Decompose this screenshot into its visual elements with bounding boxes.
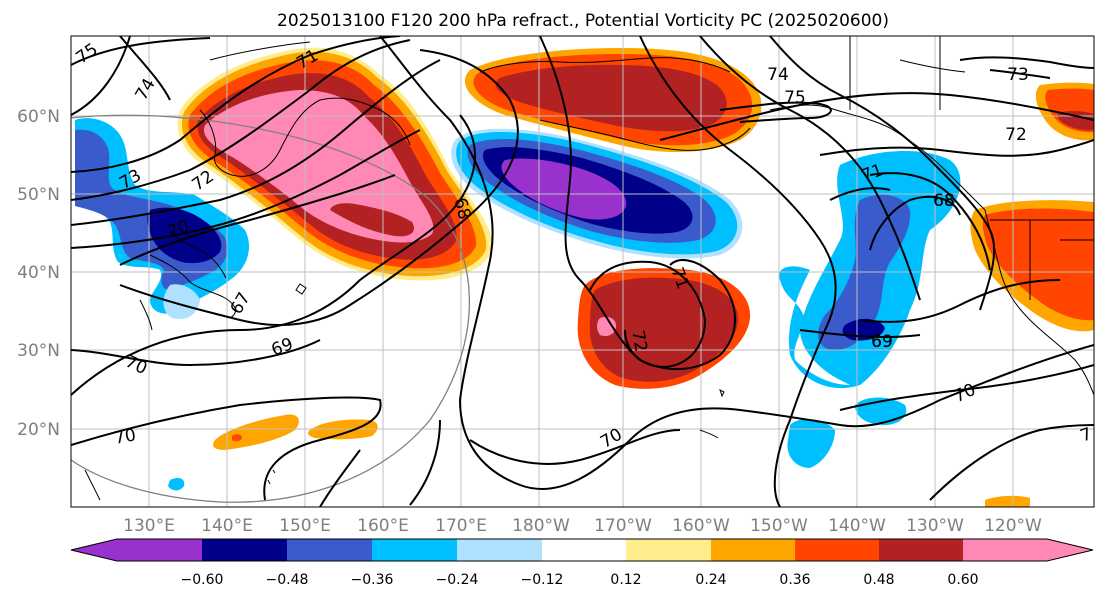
colorbar-segment — [795, 539, 879, 561]
lon-label: 170°W — [594, 516, 652, 536]
anomaly-small-20n — [213, 414, 378, 450]
contour-label: 69 — [871, 332, 893, 352]
lat-label: 50°N — [17, 185, 60, 205]
contour-label: 74 — [767, 65, 789, 85]
colorbar-segment — [879, 539, 963, 561]
colorbar-segment — [711, 539, 795, 561]
colorbar-extend-high — [1047, 539, 1093, 561]
colorbar-tick-label: 0.48 — [863, 572, 894, 588]
radius-circle — [71, 114, 470, 503]
lon-label: 160°E — [357, 516, 409, 536]
anomaly-japan-negative — [75, 118, 250, 320]
colorbar-segment — [963, 539, 1047, 561]
colorbar-segment — [287, 539, 372, 561]
lon-label: 120°W — [984, 516, 1042, 536]
colorbar-tick-label: −0.60 — [181, 572, 224, 588]
lat-label: 40°N — [17, 263, 60, 283]
lat-label: 20°N — [17, 420, 60, 440]
colorbar: −0.60 −0.48 −0.36 −0.24 −0.12 0.12 0.24 … — [70, 538, 1094, 588]
colorbar-tick-label: 0.60 — [947, 572, 978, 588]
colorbar-tick-label: 0.12 — [610, 572, 641, 588]
colorbar-tick-label: −0.36 — [351, 572, 394, 588]
graticule — [71, 36, 1094, 507]
lat-labels: 60°N 50°N 40°N 30°N 20°N — [17, 107, 60, 440]
contour-label: 68 — [933, 191, 955, 211]
colorbar-tick-label: −0.48 — [266, 572, 309, 588]
lat-label: 30°N — [17, 341, 60, 361]
lon-label: 130°W — [906, 516, 964, 536]
anomaly-bering — [464, 48, 762, 152]
colorbar-tick-label: 0.24 — [695, 572, 726, 588]
contour-label: 68 — [933, 191, 955, 211]
contour-label: 75 — [784, 88, 806, 108]
lon-label: 150°W — [750, 516, 808, 536]
colorbar-segment — [457, 539, 542, 561]
contour-label: 73 — [1007, 65, 1029, 85]
lon-label: 170°E — [435, 516, 487, 536]
colorbar-extend-low — [71, 539, 117, 561]
contour-label: 69 — [871, 332, 893, 352]
lat-label: 60°N — [17, 107, 60, 127]
height-contours — [71, 36, 1094, 507]
lon-label: 140°E — [201, 516, 253, 536]
colorbar-segment — [202, 539, 287, 561]
colorbar-segment — [117, 539, 202, 561]
colorbar-tick-label: −0.24 — [436, 572, 479, 588]
lon-label: 150°E — [279, 516, 331, 536]
lon-label: 140°W — [828, 516, 886, 536]
colorbar-outline — [70, 538, 1094, 562]
anomaly-okhotsk — [177, 47, 493, 281]
contour-label: 70 — [113, 425, 138, 448]
contour-label: 7 — [1078, 424, 1095, 446]
colorbar-segment — [372, 539, 457, 561]
figure-title: 2025013100 F120 200 hPa refract., Potent… — [277, 11, 889, 31]
contour-label: 72 — [1005, 125, 1027, 145]
anomaly-ne-pacific-negative — [168, 150, 961, 491]
lon-labels: 130°E 140°E 150°E 160°E 170°E 180°W 170°… — [123, 516, 1042, 536]
colorbar-tick-label: −0.12 — [521, 572, 564, 588]
map-panel: 75 74 73 72 71 70 69 68 67 75 74 73 72 7… — [71, 36, 1095, 507]
contour-label: 72 — [627, 329, 650, 354]
colorbar-segment — [626, 539, 711, 561]
islands — [84, 283, 725, 501]
lon-label: 160°W — [672, 516, 730, 536]
map-frame — [70, 35, 1095, 508]
colorbar-segment — [542, 539, 626, 561]
lon-label: 130°E — [123, 516, 175, 536]
colorbar-tick-label: 0.36 — [779, 572, 810, 588]
lon-label: 180°W — [512, 516, 570, 536]
